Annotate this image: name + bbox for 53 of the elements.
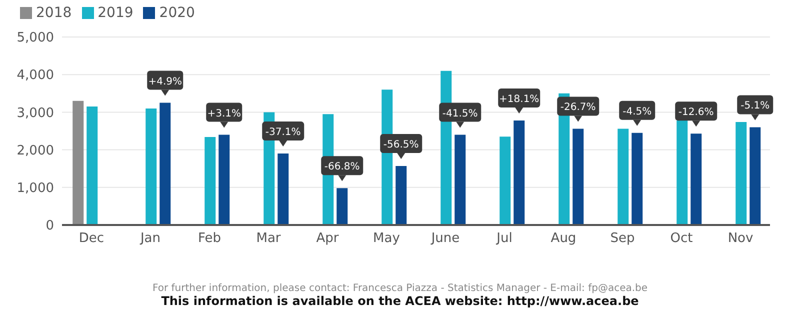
legend-label: 2018 [36,5,72,21]
bar [618,128,629,225]
annotation: -26.7% [560,102,596,114]
bar [736,122,747,225]
x-tick-label: Nov [728,231,754,246]
bar [278,154,289,225]
x-tick-label: Jul [496,231,512,246]
x-tick-label: June [430,231,460,246]
bar [632,132,643,225]
y-tick-label: 1,000 [16,181,54,196]
bar [690,134,702,225]
y-tick-label: 0 [46,218,54,234]
bar [396,166,407,225]
y-tick-label: 2,000 [16,143,54,158]
bar [750,127,761,225]
x-tick-label: Mar [256,231,282,246]
bar [514,120,525,225]
annotation: +18.1% [499,94,540,105]
bar [336,188,348,225]
bar [572,128,584,225]
bar [676,120,688,225]
annotation: -41.5% [442,108,478,120]
bar [500,136,511,225]
annotation: -12.6% [678,107,714,118]
legend-label: 2020 [159,5,195,21]
x-tick-label: Aug [550,231,576,246]
annotation: -37.1% [265,127,301,138]
text: For further information, please contact: Francesca Piazza - Statistics Manager - E-mail: fp@acea.be [151,283,649,294]
bar [86,106,98,225]
annotation: -5.1% [740,100,770,112]
legend-label: 2019 [98,5,134,21]
x-tick-label: May [373,231,400,246]
bar [72,100,84,225]
annotation: -56.5% [383,139,419,150]
text: This information is available on the ACEA website: http://www.acea.be [160,294,640,308]
y-tick-label: 3,000 [16,106,54,121]
x-tick-label: Dec [78,231,104,246]
x-tick-label: Jan [139,231,161,246]
bar [160,102,171,225]
x-tick-label: Apr [316,231,340,246]
y-tick-label: 5,000 [16,30,54,46]
y-tick-label: 4,000 [16,68,54,84]
bar [204,137,216,225]
bar [218,134,230,225]
bar [454,134,466,225]
x-tick-label: Oct [670,231,693,246]
bar [146,108,157,225]
x-tick-label: Sep [610,231,635,246]
annotation: +3.1% [207,108,242,120]
annotation: -4.5% [622,106,652,118]
annotation: +4.9% [148,76,182,88]
annotation: -66.8% [324,162,360,173]
x-tick-label: Feb [198,231,222,246]
